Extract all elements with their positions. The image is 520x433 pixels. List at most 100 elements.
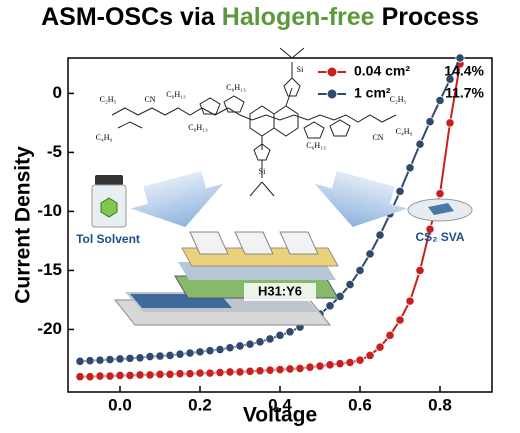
data-point [255,337,265,347]
data-point [265,334,275,344]
data-point [215,367,225,378]
data-point [295,363,305,373]
data-point [115,354,125,364]
y-tick-label: 0 [53,83,62,102]
data-point [405,296,415,306]
molecule-label: C₄H₉ [396,127,413,136]
data-point [375,230,385,240]
data-point [225,367,235,377]
data-point [445,118,455,128]
data-point [275,330,285,340]
arrow [314,170,408,228]
data-point [195,347,205,357]
data-point [175,349,185,359]
data-point [375,342,385,352]
data-point [175,369,185,379]
molecule-label: CN [144,95,155,104]
molecule-label: C₆H₁₃ [188,123,208,132]
data-point [245,339,255,349]
molecule-label: C₆H₁₃ [306,141,326,150]
data-point [225,343,235,353]
data-point [145,351,155,362]
data-point [395,315,405,325]
legend-marker [326,88,338,100]
y-tick-label: -20 [37,319,62,338]
data-point [135,370,145,380]
data-point [285,364,295,374]
data-point [205,368,215,378]
title-part: ASM-OSCs via [41,3,216,31]
y-tick-label: -15 [37,260,62,279]
data-point [365,249,375,259]
data-point [105,371,115,381]
molecule-label: C₆H₁₃ [226,83,246,92]
annotation: CS₂ SVA [415,230,464,244]
x-tick-label: 0.8 [428,395,452,414]
data-point [105,354,115,365]
data-point [185,348,195,358]
molecule-label: C₂H₅ [100,95,117,104]
data-point [415,139,425,149]
annotation: Tol Solvent [76,232,140,246]
data-point [365,350,375,361]
data-point [165,350,175,361]
data-point [305,362,315,372]
x-axis-label: Voltage [243,404,317,427]
device [113,231,339,326]
data-point [75,356,85,366]
data-point [395,186,405,196]
data-point [235,341,245,351]
data-point [275,364,285,375]
x-tick-label: 0.2 [188,395,212,414]
data-point [265,365,275,375]
data-point [205,346,215,356]
data-point [345,280,355,290]
y-axis-label: Current Density [12,146,35,304]
data-point [325,301,335,311]
data-point [75,372,85,382]
data-point [195,368,205,378]
molecule-label: C₂H₅ [390,95,407,104]
y-tick-label: -10 [37,201,62,220]
data-point [345,357,355,368]
data-point [215,344,225,355]
data-point [355,265,365,276]
legend-value: 14.4% [444,63,484,79]
data-point [245,366,255,376]
data-point [435,95,445,106]
plot-area: 0.0 0.2 0.4 0.6 0.8 0 -5 -10 -15 -20 [37,53,493,414]
data-point [95,355,105,365]
data-point [235,367,245,377]
data-point [85,372,95,382]
data-point [145,370,155,380]
y-tick-label: -5 [47,142,62,161]
data-point [335,359,345,369]
data-point [255,366,265,376]
data-point [185,369,195,379]
molecule-label: CN [372,133,383,142]
data-point [155,351,165,361]
data-point [315,361,325,371]
annotation: H31:Y6 [258,283,302,298]
title-part: Halogen-free [222,3,375,31]
data-point [355,355,365,365]
chart-title: ASM-OSCs via Halogen-free Process [41,3,479,31]
molecule-label: C₄H₉ [96,133,113,142]
data-point [155,369,165,379]
arrow [130,170,224,228]
data-point [125,370,135,381]
legend-marker [326,66,338,78]
molecule-label: Si [259,167,266,176]
legend-label: 0.04 cm² [354,63,410,79]
data-point [85,356,95,366]
title-part: Process [382,3,479,31]
data-point [455,53,465,63]
legend-value: 11.7% [445,85,484,101]
vial [91,175,127,228]
molecule-label: C₆H₁₃ [166,90,186,99]
data-point [285,327,295,337]
data-point [385,330,395,340]
illustration: C₂H₅ C₄H₉ CN C₆H₁₃ C₆H₁₃ Si C₆H₁₃ C₆H₁₃ Si CN C₂H₅… [76,47,473,326]
data-point [165,369,175,379]
